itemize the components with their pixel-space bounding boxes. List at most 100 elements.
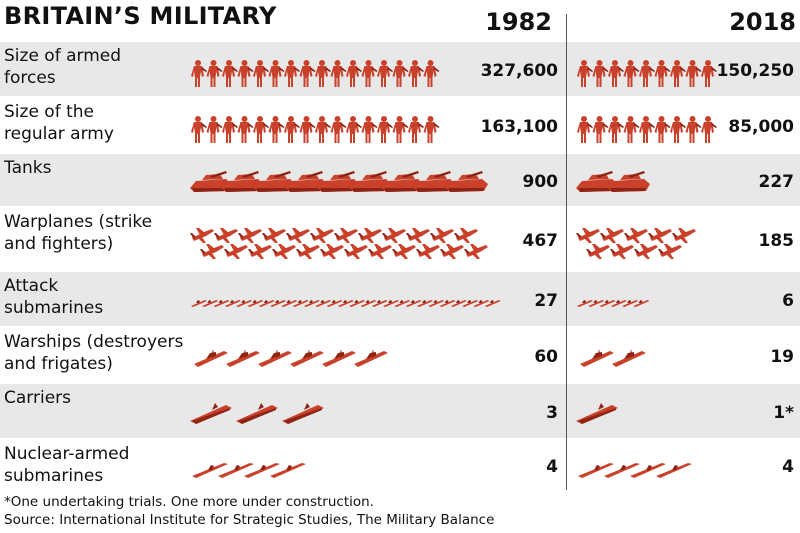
warship-icon-run (194, 349, 388, 367)
soldier-icon (592, 60, 609, 87)
soldier-icon (253, 60, 269, 87)
submarine-icon-run (577, 300, 650, 307)
soldier-icon (361, 60, 378, 87)
table-row: Tanks 900 227 (0, 154, 800, 206)
warplane-icon (576, 228, 600, 243)
submarine-icon (349, 300, 366, 307)
value-1982: 467 (522, 231, 559, 251)
submarine-icon (473, 300, 490, 307)
warplane-icon (310, 228, 334, 243)
soldier-icon (237, 116, 254, 143)
submarine-icon (270, 300, 287, 307)
tank-icon (318, 171, 360, 192)
table-row: Nuclear-armed submarines 4 4 (0, 440, 800, 490)
value-1982: 3 (546, 403, 558, 423)
soldier-icon-run (577, 60, 717, 87)
soldier-icon (330, 116, 347, 143)
soldier-icon (299, 60, 316, 87)
soldier-icon (315, 60, 331, 87)
table-row: Attack submarines 27 6 (0, 272, 800, 326)
missile-submarine-icon (192, 463, 228, 478)
tank-icon (382, 171, 424, 192)
warplane-icon (358, 228, 382, 243)
value-2018: 6 (782, 291, 794, 311)
carrier-icon (282, 403, 324, 424)
warship-icon (580, 349, 614, 367)
submarine-icon (202, 300, 219, 307)
value-2018: 185 (758, 231, 795, 251)
soldier-icon (577, 116, 593, 143)
table-row: Size of the regular army 163,100 85,000 (0, 98, 800, 152)
submarine-icon (191, 300, 207, 307)
warship-icon (322, 349, 356, 367)
soldier-icon (608, 116, 624, 143)
submarine-icon (281, 300, 298, 307)
soldier-icon (608, 60, 624, 87)
submarine-icon (484, 300, 501, 307)
warplane-icon (586, 244, 610, 259)
submarine-icon (439, 300, 456, 307)
footnote: *One undertaking trials. One more under … (4, 494, 374, 510)
warplane-icon (224, 244, 248, 259)
tank-icon-run (190, 171, 488, 192)
soldier-icon (191, 60, 207, 87)
warplane-icon (238, 228, 262, 243)
soldier-icon (408, 60, 424, 87)
tank-icon-run (576, 171, 650, 192)
soldier-icon (346, 60, 362, 87)
soldier-icon (701, 60, 717, 87)
soldier-icon (423, 116, 440, 143)
value-2018: 4 (782, 457, 794, 477)
value-1982: 163,100 (480, 117, 558, 137)
soldier-icon-run (191, 116, 440, 143)
warplane-icon (296, 244, 320, 259)
row-label: Carriers (4, 388, 71, 408)
soldier-icon (654, 116, 671, 143)
warplane-icon (286, 228, 310, 243)
tank-icon (608, 171, 650, 192)
soldier-icon (670, 60, 686, 87)
warplane-icon (392, 244, 416, 259)
table-row: Warplanes (strike and fighters) 467 185 (0, 208, 800, 270)
warplane-icon (334, 228, 358, 243)
submarine-icon (371, 300, 388, 307)
warship-icon-run (580, 349, 646, 367)
missile-submarine-icon (270, 463, 306, 478)
row-label: Warplanes (strike and fighters) (4, 212, 153, 254)
carrier-icon (236, 403, 278, 424)
carrier-icon-run (190, 403, 324, 424)
soldier-icon (423, 60, 440, 87)
value-1982: 900 (522, 172, 559, 192)
warship-icon (194, 349, 228, 367)
submarine-icon (360, 300, 377, 307)
warship-icon (612, 349, 646, 367)
submarine-icon (292, 300, 309, 307)
soldier-icon (346, 116, 362, 143)
warship-icon (290, 349, 324, 367)
soldier-icon (592, 116, 609, 143)
submarine-icon (337, 300, 354, 307)
soldier-icon (315, 116, 331, 143)
submarine-icon (462, 300, 479, 307)
table-row: Carriers 3 1* (0, 384, 800, 438)
carrier-icon-run (576, 403, 618, 424)
warplane-icon (454, 228, 478, 243)
submarine-icon (383, 300, 400, 307)
soldier-icon (299, 116, 316, 143)
soldier-icon (639, 60, 655, 87)
warship-icon (226, 349, 260, 367)
submarine-icon-run (191, 300, 501, 307)
carrier-icon (190, 403, 232, 424)
tank-icon (254, 171, 296, 192)
warplane-icon (368, 244, 392, 259)
row-label: Warships (destroyers and frigates) (4, 332, 184, 374)
warplane-icon (648, 228, 672, 243)
value-1982: 327,600 (480, 61, 558, 81)
soldier-icon (361, 116, 378, 143)
soldier-icon (268, 116, 285, 143)
soldier-icon (284, 60, 300, 87)
tank-icon (576, 171, 618, 192)
soldier-icon (206, 60, 223, 87)
table-row: Size of armed forces 327,600 150,250 (0, 42, 800, 96)
warplane-icon (190, 228, 214, 243)
